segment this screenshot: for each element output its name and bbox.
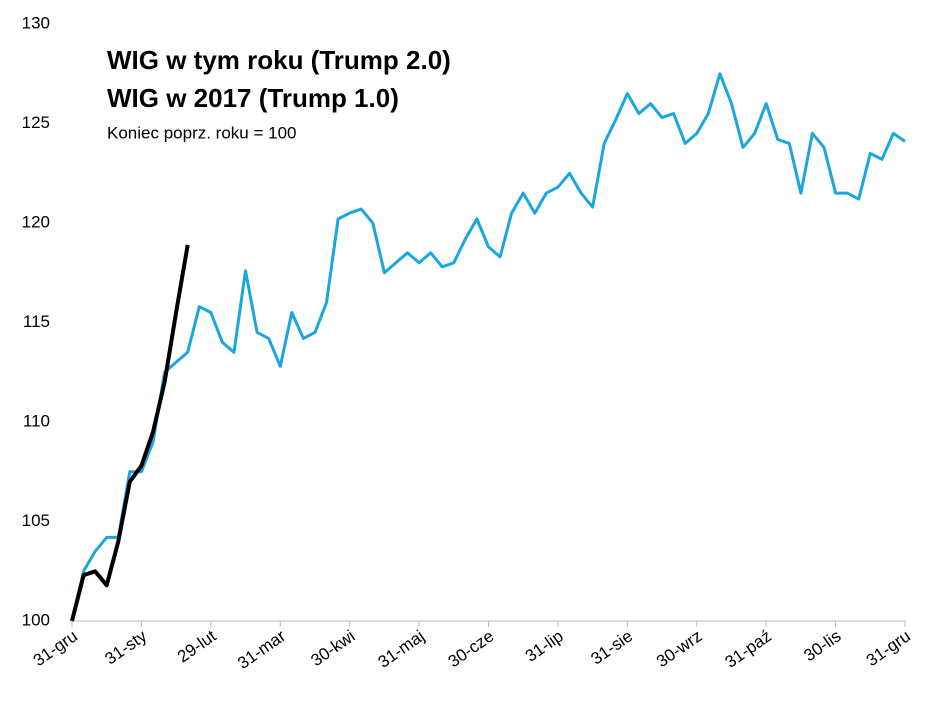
x-tick-label: 30-kwi — [307, 626, 358, 670]
x-tick-label: 31-gru — [863, 626, 914, 670]
y-tick-label: 115 — [23, 312, 50, 331]
x-tick-label: 29-lut — [174, 626, 220, 666]
x-tick-label: 31-sie — [587, 626, 636, 668]
legend-entry: WIG w tym roku (Trump 2.0) — [107, 45, 451, 75]
subtitle: Koniec poprz. roku = 100 — [107, 123, 296, 142]
x-tick-label: 31-mar — [234, 626, 289, 673]
y-tick-label: 105 — [22, 511, 50, 530]
x-tick-label: 31-maj — [374, 626, 427, 671]
x-tick-label: 30-wrz — [653, 626, 706, 671]
series-line — [70, 72, 906, 622]
y-tick-label: 125 — [22, 113, 50, 132]
legend-entry: WIG w 2017 (Trump 1.0) — [107, 83, 399, 113]
x-tick-label: 31-lip — [522, 626, 567, 665]
series-line — [70, 244, 190, 622]
x-tick-label: 31-sty — [101, 626, 150, 668]
x-tick-label: 30-lis — [800, 626, 844, 665]
y-tick-label: 110 — [23, 411, 50, 430]
y-tick-label: 130 — [22, 13, 50, 32]
x-tick-label: 31-paź — [722, 626, 775, 671]
y-tick-label: 120 — [22, 212, 50, 231]
y-tick-label: 100 — [22, 610, 50, 629]
x-tick-label: 31-gru — [30, 626, 81, 670]
x-tick-label: 30-cze — [445, 626, 498, 671]
